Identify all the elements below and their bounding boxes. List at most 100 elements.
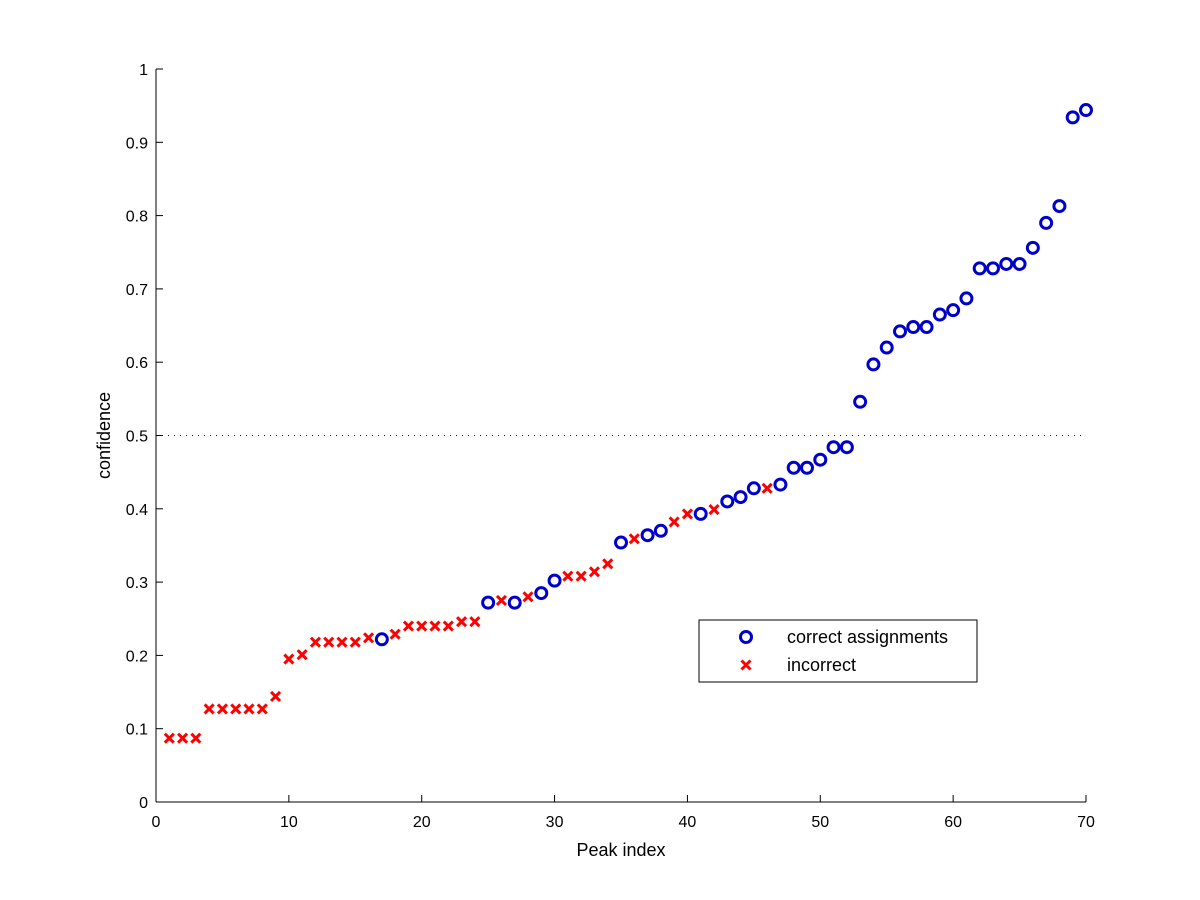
point-correct [374,632,389,647]
legend-marker-correct [739,630,753,644]
y-tick-label: 0.8 [126,209,148,226]
x-tick-label: 30 [546,814,564,831]
point-correct [1079,103,1093,118]
point-correct [1052,199,1067,214]
point-incorrect [256,703,268,715]
point-incorrect [668,516,680,528]
point-correct [786,460,801,475]
x-tick-label: 60 [944,814,962,831]
y-tick-label: 0.7 [126,282,148,299]
point-correct [733,490,748,505]
point-correct [746,481,761,496]
point-incorrect [177,732,189,744]
point-incorrect [522,591,534,603]
y-tick-label: 0.9 [126,135,148,152]
point-incorrect [402,620,414,632]
y-tick-label: 0.5 [126,429,148,446]
point-incorrect [575,570,587,582]
point-correct [813,452,828,467]
point-correct [972,261,987,276]
point-incorrect [349,636,361,648]
point-incorrect [469,616,481,628]
point-incorrect [309,636,321,648]
point-incorrect [442,620,454,632]
y-tick-label: 0.3 [126,575,148,592]
y-tick-label: 1 [139,62,148,79]
y-tick-label: 0.4 [126,502,148,519]
x-tick-label: 20 [413,814,431,831]
point-incorrect [323,636,335,648]
point-correct [839,440,854,455]
x-tick-label: 40 [679,814,697,831]
point-correct [866,357,881,372]
x-axis-label: Peak index [576,840,665,860]
point-correct [959,291,974,306]
point-correct [1025,240,1040,255]
point-correct [932,307,947,322]
point-correct [999,256,1014,271]
point-correct [547,573,562,588]
x-tick-label: 50 [811,814,829,831]
point-correct [986,261,1000,276]
point-correct [1065,110,1080,125]
point-incorrect [363,632,375,644]
point-correct [893,324,907,339]
point-incorrect [243,703,255,715]
legend-x-marker [740,659,752,671]
point-incorrect [495,594,507,606]
point-correct [693,506,708,521]
point-correct [720,494,735,509]
point-incorrect [416,620,428,632]
point-correct [534,586,549,601]
tick-marks: 0 10 20 30 40 50 60 70 0 0.1 0.2 0.3 0.4 0.5 0.6 0.7 0.8… [126,62,1095,831]
point-correct [879,340,894,355]
point-correct [640,528,655,543]
axes [155,69,1086,803]
point-incorrect [216,703,228,715]
point-correct [946,303,961,318]
point-correct [1012,256,1027,271]
x-tick-label: 0 [152,814,161,831]
y-axis-label: confidence [94,392,114,479]
point-incorrect [456,616,468,628]
legend-circle-marker [739,630,753,644]
point-correct [481,595,496,610]
data-points [163,103,1093,744]
point-incorrect [429,620,441,632]
point-correct [507,595,522,610]
point-correct [773,477,788,492]
y-tick-label: 0.6 [126,355,148,372]
x-tick-label: 10 [280,814,298,831]
point-correct [653,523,668,538]
point-incorrect [588,566,600,578]
point-incorrect [163,732,175,744]
legend-label-incorrect: incorrect [787,655,856,675]
point-incorrect [283,653,295,665]
point-correct [919,320,934,335]
y-tick-label: 0 [139,795,148,812]
point-incorrect [602,558,614,570]
point-incorrect [203,703,215,715]
point-incorrect [562,570,574,582]
legend-marker-incorrect [740,659,752,671]
point-incorrect [628,533,640,545]
point-correct [614,535,628,550]
point-incorrect [681,508,693,520]
legend: correct assignments incorrect [698,619,978,683]
point-correct [906,320,921,335]
y-tick-label: 0.1 [126,722,148,739]
legend-label-correct: correct assignments [787,627,948,647]
point-incorrect [296,649,308,661]
point-incorrect [708,503,720,516]
point-incorrect [230,703,242,715]
y-tick-label: 0.2 [126,648,148,665]
point-incorrect [270,690,282,703]
point-correct [800,460,814,475]
point-correct [826,440,841,455]
point-incorrect [336,636,348,648]
x-tick-label: 70 [1077,814,1095,831]
point-incorrect [761,482,773,494]
point-incorrect [389,628,401,640]
point-incorrect [190,732,202,744]
